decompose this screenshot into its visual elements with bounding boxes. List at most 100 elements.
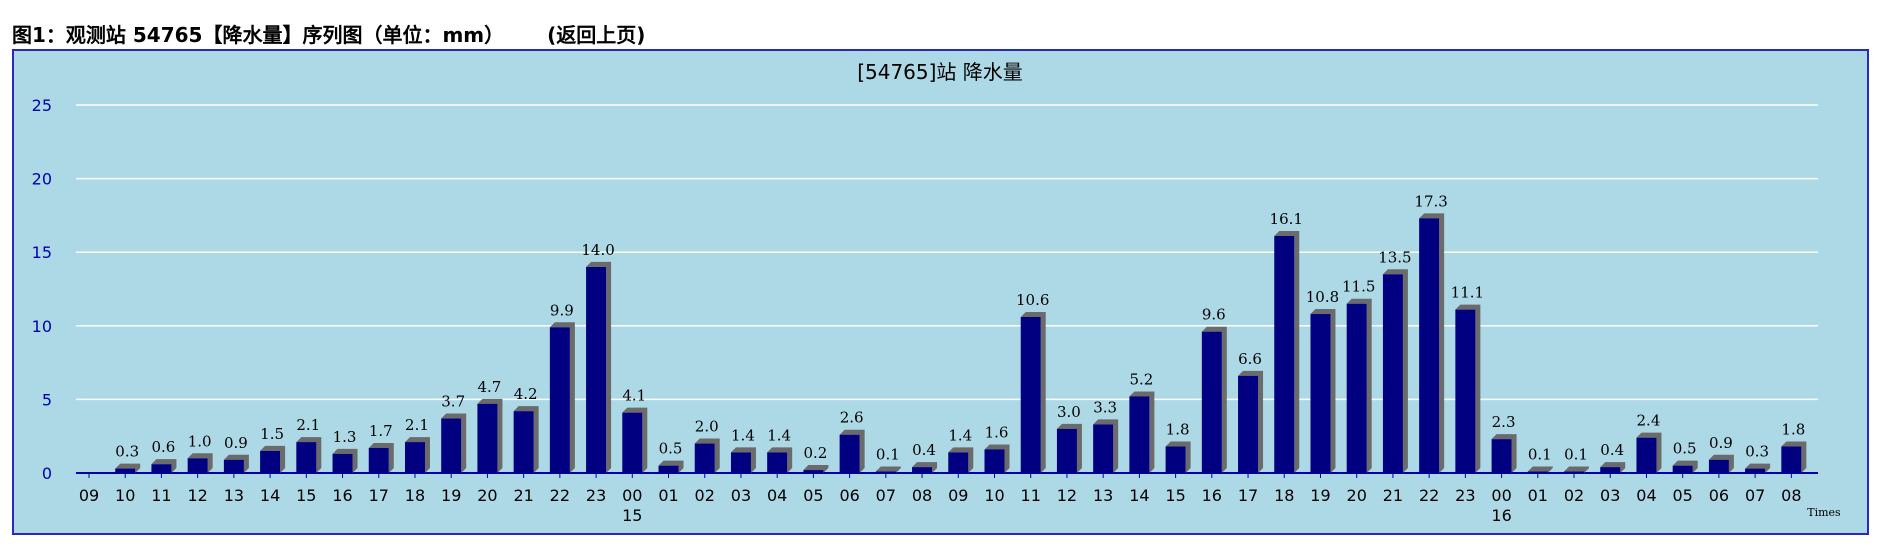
bar-shadow — [1564, 466, 1590, 473]
bar-value-label: 1.4 — [767, 426, 791, 444]
bar — [115, 468, 136, 473]
bar — [1419, 218, 1440, 473]
bar-value-label: 1.8 — [1781, 421, 1805, 439]
bar — [513, 411, 534, 473]
bar — [1781, 446, 1802, 473]
bar-value-label: 0.1 — [1564, 446, 1588, 464]
x-tick-label: 18 — [1274, 486, 1294, 505]
x-day-label: 15 — [622, 506, 642, 525]
bar — [694, 443, 715, 473]
bar — [404, 442, 425, 473]
x-tick-label: 00 — [1491, 486, 1511, 505]
bar-value-label: 2.3 — [1492, 413, 1516, 431]
bar — [1020, 316, 1041, 473]
chart-title: [54765]站 降水量 — [857, 60, 1023, 84]
bar-value-label: 9.6 — [1202, 306, 1226, 324]
bar-value-label: 11.5 — [1342, 278, 1375, 296]
bar-value-label: 14.0 — [581, 241, 614, 259]
x-tick-label: 23 — [586, 486, 606, 505]
bar-value-label: 5.2 — [1129, 370, 1153, 388]
bar-value-label: 0.5 — [659, 440, 683, 458]
bar — [1274, 236, 1295, 473]
bar — [1455, 309, 1476, 473]
bar — [1346, 303, 1367, 473]
bar-shadow — [115, 463, 141, 473]
x-tick-label: 23 — [1455, 486, 1475, 505]
bar-value-label: 2.0 — [695, 418, 719, 436]
bar-value-label: 3.0 — [1057, 403, 1081, 421]
bar — [1056, 428, 1077, 473]
x-tick-label: 06 — [839, 486, 859, 505]
x-tick-label: 16 — [1202, 486, 1222, 505]
x-tick-label: 14 — [1129, 486, 1149, 505]
chart-frame: [54765]站 降水量 0 5 10 15 20 25 09 10 0.3 11 0.6 12 1.0 1… — [12, 49, 1869, 535]
bar-value-label: 11.1 — [1451, 284, 1484, 302]
bar-value-label: 16.1 — [1270, 210, 1303, 228]
x-tick-label: 13 — [1093, 486, 1113, 505]
x-tick-label: 07 — [1745, 486, 1765, 505]
x-tick-label: 18 — [405, 486, 425, 505]
x-tick-label: 05 — [1673, 486, 1693, 505]
bar — [441, 418, 462, 473]
bar-value-label: 0.9 — [224, 434, 248, 452]
bar-value-label: 6.6 — [1238, 350, 1262, 368]
y-tick-label: 10 — [32, 317, 52, 336]
bar-value-label: 0.3 — [115, 443, 139, 461]
bar — [1165, 446, 1186, 473]
bar-shadow — [912, 462, 938, 473]
bar-value-label: 2.1 — [405, 416, 429, 434]
x-tick-label: 01 — [658, 486, 678, 505]
bar-value-label: 2.6 — [840, 409, 864, 427]
bar-value-label: 1.6 — [985, 423, 1009, 441]
bar — [1672, 465, 1693, 473]
bar — [839, 434, 860, 473]
bar-shadow — [803, 465, 829, 473]
bar-value-label: 1.4 — [948, 426, 972, 444]
bar — [658, 465, 679, 473]
bar — [1129, 396, 1150, 473]
x-tick-label: 15 — [296, 486, 316, 505]
x-tick-label: 09 — [79, 486, 99, 505]
bar-value-label: 13.5 — [1378, 248, 1411, 266]
bar — [730, 452, 751, 473]
bar — [1745, 468, 1766, 473]
x-tick-label: 03 — [731, 486, 751, 505]
bar-shadow — [223, 454, 249, 473]
bar — [622, 412, 643, 473]
x-tick-label: 13 — [224, 486, 244, 505]
bar-value-label: 1.5 — [260, 425, 284, 443]
bar-value-label: 4.2 — [514, 385, 538, 403]
x-tick-label: 17 — [1238, 486, 1258, 505]
bar — [1636, 437, 1657, 473]
bar — [767, 452, 788, 473]
x-tick-label: 19 — [441, 486, 461, 505]
bar — [1708, 459, 1729, 473]
bar — [875, 471, 896, 473]
bar-value-label: 9.9 — [550, 301, 574, 319]
bar-value-label: 0.4 — [1600, 441, 1624, 459]
x-tick-label: 09 — [948, 486, 968, 505]
back-link[interactable]: (返回上页) — [547, 23, 646, 47]
x-tick-label: 14 — [260, 486, 280, 505]
x-tick-label: 10 — [115, 486, 135, 505]
bar-shadow — [187, 453, 213, 473]
bar — [549, 327, 570, 473]
bar-shadow — [1672, 460, 1698, 473]
bar — [912, 467, 933, 473]
bar-shadow — [151, 459, 177, 473]
bar — [332, 453, 353, 473]
x-day-label: 16 — [1491, 506, 1511, 525]
bar — [1238, 375, 1259, 473]
bar — [948, 452, 969, 473]
x-tick-label: 20 — [1347, 486, 1367, 505]
bar — [477, 403, 498, 473]
x-tick-label: 12 — [187, 486, 207, 505]
bar — [1201, 331, 1222, 473]
bar-value-label: 0.6 — [152, 438, 176, 456]
bar — [187, 458, 208, 473]
x-tick-label: 11 — [151, 486, 171, 505]
x-tick-label: 01 — [1528, 486, 1548, 505]
bar-value-label: 0.3 — [1745, 443, 1769, 461]
x-tick-label: 17 — [369, 486, 389, 505]
